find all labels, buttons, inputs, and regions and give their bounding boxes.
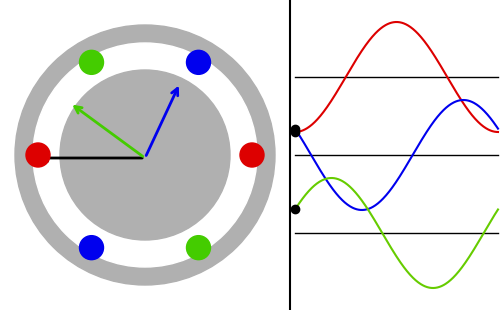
Circle shape <box>38 47 252 263</box>
Circle shape <box>240 143 264 167</box>
Circle shape <box>186 50 210 74</box>
Circle shape <box>33 43 257 267</box>
Circle shape <box>186 236 210 260</box>
Circle shape <box>80 236 104 260</box>
Circle shape <box>15 25 275 285</box>
Circle shape <box>26 143 50 167</box>
Circle shape <box>60 70 230 240</box>
Circle shape <box>80 50 104 74</box>
